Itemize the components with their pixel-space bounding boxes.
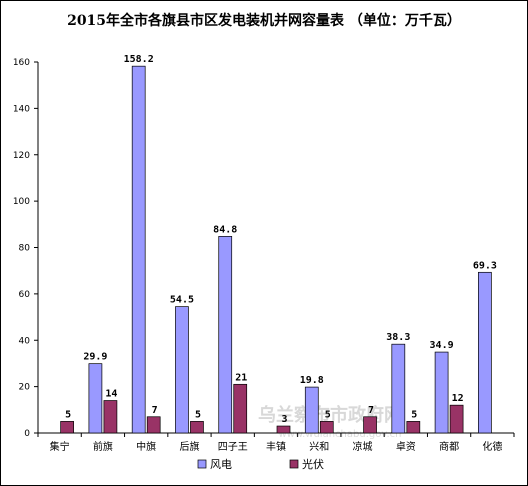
data-label: 5 [411,409,417,420]
x-tick-label: 后旗 [179,440,199,453]
legend-label-wind: 风电 [210,458,232,471]
legend-label-solar: 光伏 [302,457,324,471]
data-label: 21 [235,372,247,383]
bar-solar [146,416,161,434]
data-label: 158.2 [124,54,154,65]
bar-wind [391,343,406,434]
bar-wind [304,386,319,434]
bar-solar [103,400,118,434]
y-tick-label: 60 [19,290,31,300]
y-tick-label: 0 [24,429,30,439]
bar-solar [190,421,204,434]
bar-solar [406,421,421,434]
data-label: 38.3 [386,332,410,343]
data-label: 84.8 [213,224,237,235]
bar-solar [233,383,248,434]
watermark-url: www.wulanchabu.gov.cn [278,429,401,440]
bar-solar [319,421,334,434]
x-tick-label: 商都 [439,440,459,453]
data-label: 34.9 [430,340,454,351]
bar-solar [60,421,74,434]
data-label: 19.8 [300,375,324,386]
data-label: 7 [368,405,374,416]
x-tick-label: 四子王 [218,441,248,453]
x-tick-label: 化德 [482,440,502,453]
bar-wind [175,306,189,434]
bar-solar [276,425,291,434]
x-tick-label: 凉城 [353,440,373,453]
data-label: 5 [195,409,201,420]
data-label: 69.3 [473,260,497,271]
y-tick-label: 100 [13,197,30,207]
data-label: 29.9 [83,352,107,363]
bar-solar [363,416,377,434]
y-tick-label: 80 [19,244,31,254]
x-tick-label: 卓资 [396,441,416,453]
data-label: 54.5 [170,295,194,306]
bar-wind [88,363,103,434]
y-tick-label: 140 [13,104,30,114]
x-tick-label: 集宁 [50,440,70,453]
legend-swatch-wind [197,459,207,469]
chart-title: 2015年全市各旗县市区发电装机并网容量表 （单位：万千瓦） [67,13,461,29]
data-label: 14 [105,389,117,400]
x-tick-label: 中旗 [136,440,156,453]
bar-wind [478,271,492,434]
data-label: 7 [152,405,158,416]
bar-wind [131,65,146,434]
y-tick-label: 40 [19,336,31,346]
bar-solar [449,404,464,434]
x-tick-label: 前旗 [93,440,113,453]
bar-wind [218,236,233,434]
data-label: 5 [65,409,71,420]
x-tick-label: 兴和 [309,441,329,453]
y-tick-label: 160 [13,58,30,68]
legend-swatch-solar [289,459,299,469]
data-label: 12 [452,393,464,404]
y-tick-label: 20 [19,383,31,393]
x-tick-label: 丰镇 [266,440,286,453]
data-label: 5 [325,409,331,420]
data-label: 3 [281,414,287,425]
y-tick-label: 120 [13,151,30,161]
bar-wind [434,351,449,434]
